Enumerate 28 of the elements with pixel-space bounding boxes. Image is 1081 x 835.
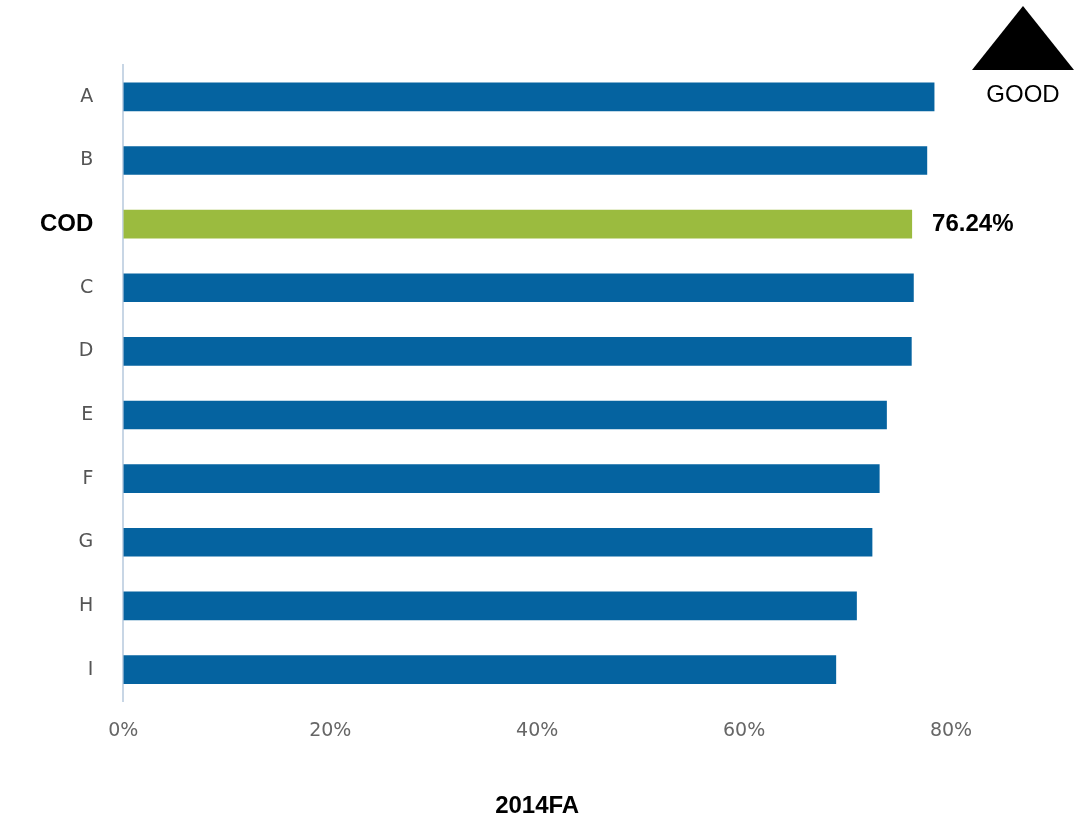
y-tick-label: A bbox=[80, 83, 94, 106]
y-tick-label: I bbox=[87, 656, 94, 679]
y-tick-label: COD bbox=[39, 208, 94, 236]
x-tick-label: 60% bbox=[722, 717, 766, 740]
x-axis-title: 2014FA bbox=[495, 791, 580, 819]
x-tick-label: 20% bbox=[309, 717, 352, 740]
bar bbox=[123, 209, 913, 239]
y-tick-label: G bbox=[78, 529, 94, 552]
text: GOOD bbox=[985, 80, 1061, 108]
y-tick-label: B bbox=[80, 147, 94, 170]
data-label: 76.24% bbox=[932, 208, 1014, 236]
y-tick-label: D bbox=[78, 338, 94, 361]
y-tick-label: F bbox=[82, 465, 94, 488]
bar bbox=[123, 591, 857, 621]
bar bbox=[123, 655, 837, 684]
y-tick-label: E bbox=[81, 401, 94, 424]
bar bbox=[123, 400, 887, 430]
bar bbox=[123, 337, 912, 366]
x-tick-label: 0% bbox=[108, 717, 139, 740]
bar bbox=[123, 464, 880, 493]
x-tick-label: 80% bbox=[929, 717, 973, 740]
bar bbox=[123, 146, 928, 175]
bar bbox=[123, 273, 914, 303]
y-tick-label: H bbox=[79, 592, 94, 615]
bar bbox=[123, 527, 873, 557]
y-tick-label: C bbox=[80, 274, 94, 297]
x-tick-label: 40% bbox=[516, 717, 559, 740]
bar bbox=[123, 82, 935, 112]
